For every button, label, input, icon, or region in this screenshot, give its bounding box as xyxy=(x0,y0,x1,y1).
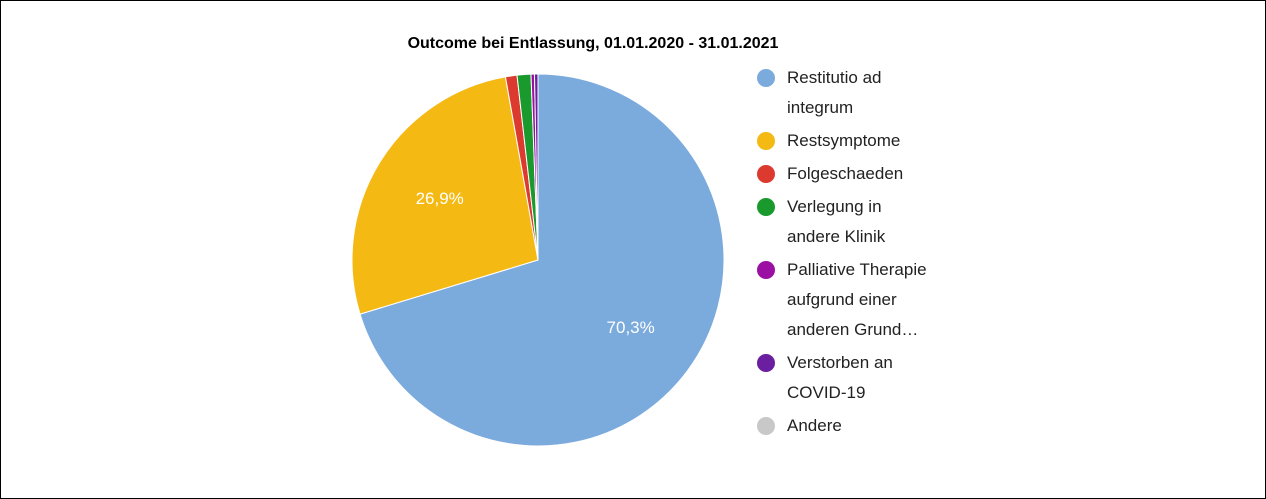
pie-slice xyxy=(533,73,539,261)
legend-label: Verlegung in andere Klinik xyxy=(787,197,886,246)
legend-label: Andere xyxy=(787,416,842,435)
legend-swatch xyxy=(757,198,775,216)
chart-title: Outcome bei Entlassung, 01.01.2020 - 31.… xyxy=(408,35,779,52)
legend-swatch xyxy=(757,69,775,87)
legend-item: Restitutio ad integrum xyxy=(757,63,927,123)
legend-item: Verstorben an COVID-19 xyxy=(757,348,927,408)
legend-item: Palliative Therapie aufgrund einer ander… xyxy=(757,255,927,345)
legend-label: Restitutio ad integrum xyxy=(787,68,882,117)
legend-item: Verlegung in andere Klinik xyxy=(757,192,927,252)
legend-label: Verstorben an COVID-19 xyxy=(787,353,893,402)
slice-label: 70,3% xyxy=(607,318,655,337)
legend-swatch xyxy=(757,354,775,372)
legend-swatch xyxy=(757,261,775,279)
pie-slice xyxy=(359,73,725,447)
legend: Restitutio ad integrum Restsymptome Folges… xyxy=(757,63,927,441)
slice-label: 26,9% xyxy=(416,189,464,208)
pie-slice xyxy=(351,76,539,315)
legend-swatch xyxy=(757,417,775,435)
legend-item: Folgeschaeden xyxy=(757,159,927,189)
legend-item: Restsymptome xyxy=(757,126,927,156)
legend-item: Andere xyxy=(757,411,927,441)
legend-label: Folgeschaeden xyxy=(787,164,904,183)
legend-label: Restsymptome xyxy=(787,131,901,150)
legend-swatch xyxy=(757,132,775,150)
legend-swatch xyxy=(757,165,775,183)
legend-label: Palliative Therapie aufgrund einer ander… xyxy=(787,260,927,339)
